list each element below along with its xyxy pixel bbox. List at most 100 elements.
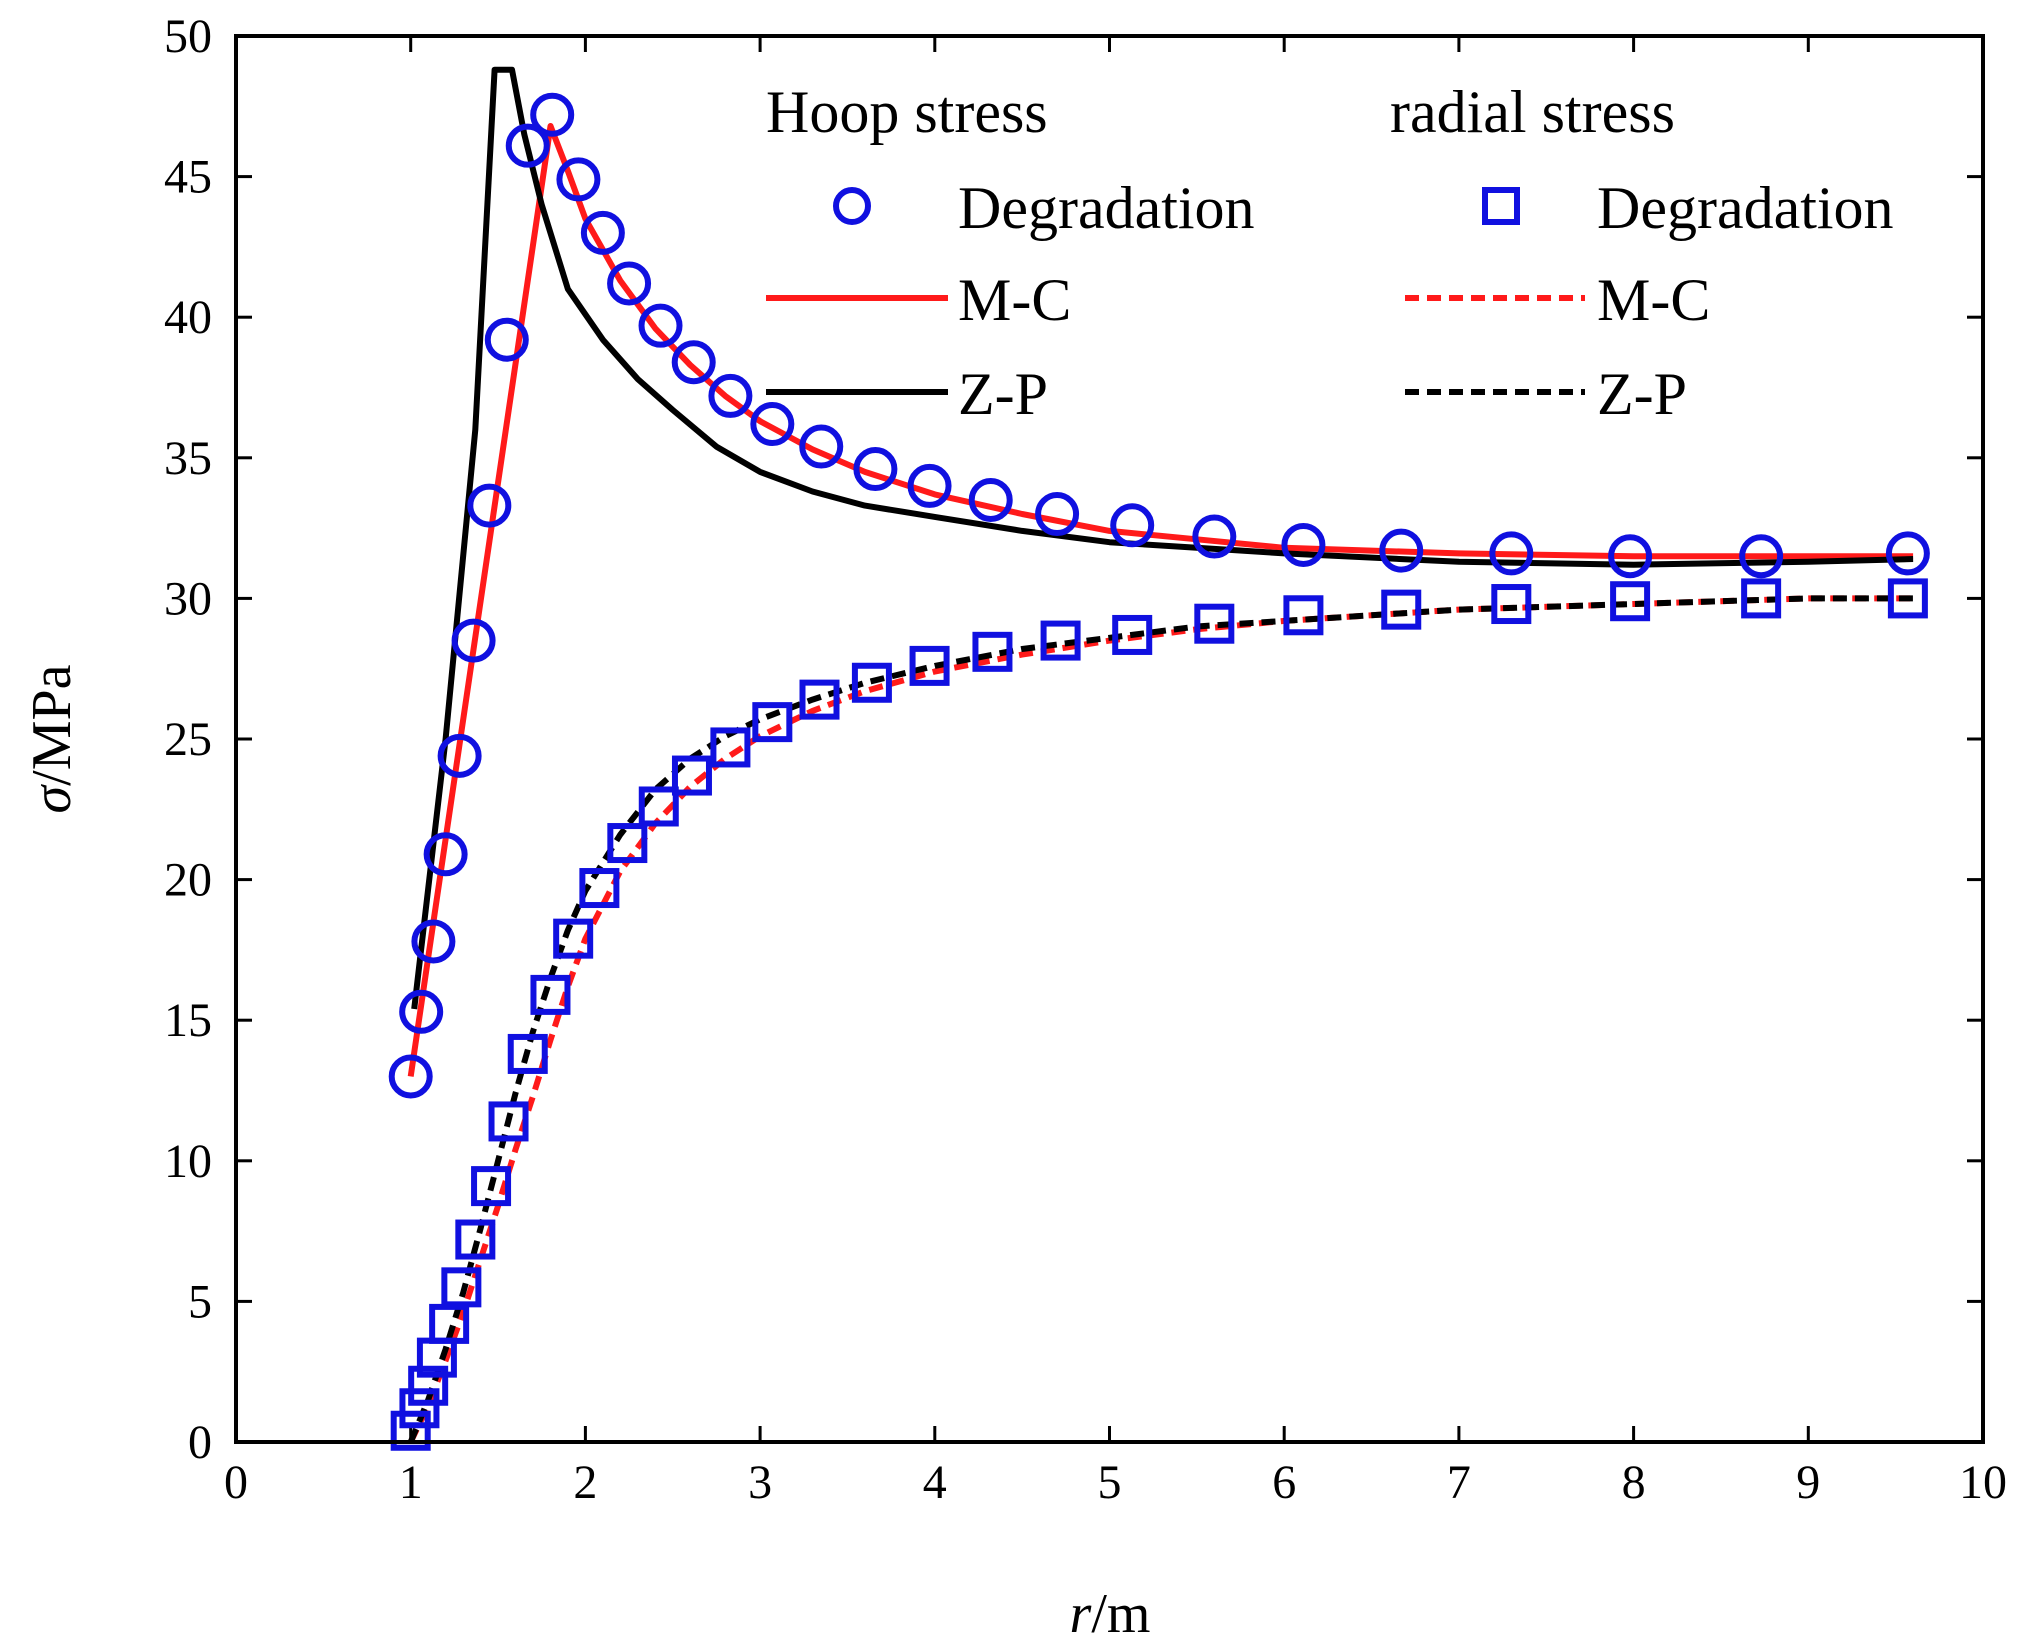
data-point-hoop-stress-degradation xyxy=(388,1054,433,1099)
data-point-hoop-stress-degradation xyxy=(556,157,601,202)
data-point-radial-stress-degradation xyxy=(390,1410,431,1451)
legend-radial-zp-label: Z-P xyxy=(1597,361,1687,427)
y-tick-label: 0 xyxy=(188,1416,212,1469)
legend-radial-degradation-label: Degradation xyxy=(1597,175,1894,241)
x-tick-label: 5 xyxy=(1098,1456,1122,1509)
data-point-radial-stress-degradation xyxy=(799,679,840,720)
data-point-radial-stress-degradation xyxy=(1887,578,1928,619)
data-point-hoop-stress-degradation xyxy=(853,447,898,492)
data-point-radial-stress-degradation xyxy=(1040,620,1081,661)
data-point-radial-stress-degradation xyxy=(553,918,594,959)
legend-hoop-zp-label: Z-P xyxy=(958,361,1048,427)
data-point-radial-stress-degradation xyxy=(671,755,712,796)
data-point-radial-stress-degradation xyxy=(1283,595,1324,636)
x-axis-var: r xyxy=(1070,1583,1092,1644)
data-point-hoop-stress-degradation xyxy=(799,424,844,469)
legend-radial-header: radial stress xyxy=(1390,79,1675,145)
data-point-hoop-stress-degradation xyxy=(411,919,456,964)
data-point-radial-stress-degradation xyxy=(1491,584,1532,625)
data-point-hoop-stress-degradation xyxy=(580,210,625,255)
y-axis-unit: /MPa xyxy=(21,664,83,785)
data-point-hoop-stress-degradation xyxy=(1739,534,1784,579)
y-tick-label: 25 xyxy=(164,713,212,766)
y-tick-label: 45 xyxy=(164,151,212,204)
data-point-hoop-stress-degradation xyxy=(505,123,550,168)
x-tick-label: 7 xyxy=(1447,1456,1471,1509)
data-point-hoop-stress-degradation xyxy=(907,463,952,508)
data-point-radial-stress-degradation xyxy=(1741,578,1782,619)
data-point-hoop-stress-degradation xyxy=(607,261,652,306)
x-tick-labels: 0 1 2 3 4 5 6 7 8 9 10 xyxy=(224,1456,2007,1509)
legend: Hoop stress radial stress Degradation M-… xyxy=(766,79,1894,427)
data-point-hoop-stress-degradation xyxy=(530,92,575,137)
data-point-hoop-stress-degradation xyxy=(437,733,482,778)
data-point-radial-stress-degradation xyxy=(455,1219,496,1260)
y-tick-label: 5 xyxy=(188,1275,212,1328)
y-tick-label: 15 xyxy=(164,994,212,1047)
x-tick-label: 4 xyxy=(923,1456,947,1509)
legend-hoop-degradation-marker xyxy=(833,187,871,225)
data-point-radial-stress-degradation xyxy=(408,1365,449,1406)
data-point-hoop-stress-degradation xyxy=(750,402,795,447)
data-point-radial-stress-degradation xyxy=(471,1166,512,1207)
data-point-hoop-stress-degradation xyxy=(1192,514,1237,559)
data-point-hoop-stress-degradation xyxy=(1885,531,1930,576)
data-point-radial-stress-degradation xyxy=(909,645,950,686)
data-point-hoop-stress-degradation xyxy=(671,340,716,385)
y-axis-var: σ xyxy=(21,783,83,813)
data-point-hoop-stress-degradation xyxy=(1489,531,1534,576)
y-tick-label: 30 xyxy=(164,572,212,625)
data-point-hoop-stress-degradation xyxy=(1035,492,1080,537)
data-point-radial-stress-degradation xyxy=(530,974,571,1015)
legend-hoop-degradation-label: Degradation xyxy=(958,175,1255,241)
x-tick-label: 1 xyxy=(399,1456,423,1509)
y-tick-label: 50 xyxy=(164,10,212,63)
data-point-radial-stress-degradation xyxy=(607,823,648,864)
x-axis-title: r/m xyxy=(1070,1583,1151,1644)
y-tick-label: 20 xyxy=(164,854,212,907)
data-point-radial-stress-degradation xyxy=(752,702,793,743)
y-axis-title: σ/MPa xyxy=(21,664,83,813)
data-point-radial-stress-degradation xyxy=(399,1388,440,1429)
x-tick-label: 10 xyxy=(1959,1456,2007,1509)
y-tick-label: 35 xyxy=(164,432,212,485)
legend-radial-mc-label: M-C xyxy=(1597,267,1710,333)
data-point-radial-stress-degradation xyxy=(507,1033,548,1074)
data-point-hoop-stress-degradation xyxy=(968,477,1013,522)
data-point-hoop-stress-degradation xyxy=(451,618,496,663)
y-tick-labels: 0 5 10 15 20 25 30 35 40 45 50 xyxy=(164,10,212,1469)
data-point-hoop-stress-degradation xyxy=(1110,503,1155,548)
data-point-radial-stress-degradation xyxy=(638,786,679,827)
data-point-hoop-stress-degradation xyxy=(1379,528,1424,573)
data-point-radial-stress-degradation xyxy=(1381,589,1422,630)
data-point-hoop-stress-degradation xyxy=(1608,534,1653,579)
y-tick-label: 10 xyxy=(164,1135,212,1188)
data-point-radial-stress-degradation xyxy=(441,1267,482,1308)
data-point-radial-stress-degradation xyxy=(1194,603,1235,644)
data-point-radial-stress-degradation xyxy=(851,662,892,703)
data-point-radial-stress-degradation xyxy=(579,868,620,909)
x-tick-label: 6 xyxy=(1272,1456,1296,1509)
data-point-hoop-stress-degradation xyxy=(467,483,512,528)
data-point-hoop-stress-degradation xyxy=(708,373,753,418)
legend-hoop-header: Hoop stress xyxy=(766,79,1048,145)
data-point-radial-stress-degradation xyxy=(972,631,1013,672)
x-tick-label: 9 xyxy=(1796,1456,1820,1509)
legend-radial-degradation-marker xyxy=(1482,187,1520,225)
series-line-radial-stress-z-p xyxy=(407,595,1914,1444)
data-point-hoop-stress-degradation xyxy=(399,989,444,1034)
x-tick-label: 2 xyxy=(573,1456,597,1509)
data-point-radial-stress-degradation xyxy=(1112,614,1153,655)
legend-hoop-mc-label: M-C xyxy=(958,267,1071,333)
y-tick-label: 40 xyxy=(164,291,212,344)
x-axis-unit: /m xyxy=(1091,1583,1150,1644)
x-tick-label: 3 xyxy=(748,1456,772,1509)
plot-series xyxy=(388,66,1930,1451)
data-point-hoop-stress-degradation xyxy=(1281,522,1326,567)
data-point-radial-stress-degradation xyxy=(1610,581,1651,622)
x-tick-label: 8 xyxy=(1622,1456,1646,1509)
data-point-hoop-stress-degradation xyxy=(484,317,529,362)
data-point-hoop-stress-degradation xyxy=(638,303,683,348)
data-point-hoop-stress-degradation xyxy=(423,832,468,877)
